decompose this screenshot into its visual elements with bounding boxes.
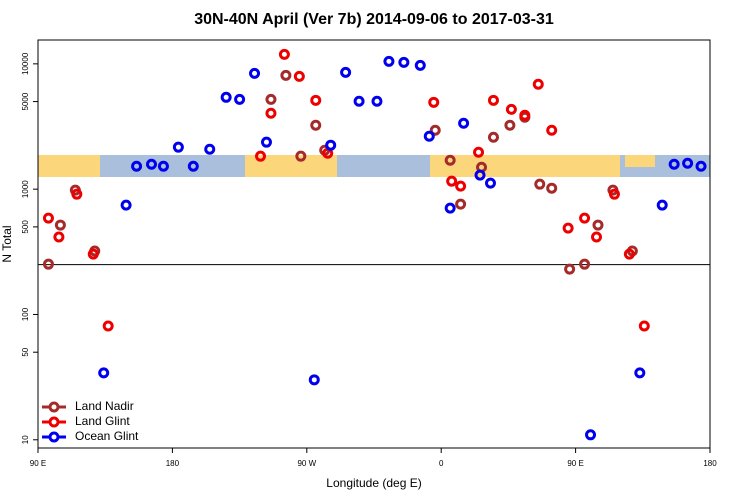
chart-title: 30N-40N April (Ver 7b) 2014-09-06 to 201… xyxy=(194,11,554,28)
x-tick-label: 0 xyxy=(439,459,444,468)
point xyxy=(579,212,591,224)
legend-marker xyxy=(48,416,60,428)
point xyxy=(634,367,646,379)
point xyxy=(42,212,54,224)
point xyxy=(53,231,65,243)
point xyxy=(145,158,157,170)
y-tick-label: 100 xyxy=(21,307,30,321)
point xyxy=(444,202,456,214)
point xyxy=(564,263,576,275)
point xyxy=(295,150,307,162)
point xyxy=(131,160,143,172)
y-tick-label: 50 xyxy=(21,347,30,356)
point xyxy=(308,374,320,386)
point xyxy=(42,258,54,270)
legend-marker xyxy=(48,401,60,413)
legend-label: Land Glint xyxy=(75,414,130,428)
point xyxy=(353,95,365,107)
point xyxy=(484,177,496,189)
point xyxy=(591,231,603,243)
point xyxy=(87,248,99,260)
x-axis-label: Longitude (deg E) xyxy=(326,476,421,490)
point xyxy=(157,160,169,172)
legend-marker xyxy=(48,431,60,443)
point xyxy=(429,124,441,136)
point xyxy=(54,219,66,231)
point xyxy=(455,180,467,192)
legend-label: Ocean Glint xyxy=(75,429,139,443)
map-strip xyxy=(38,155,710,177)
x-tick-label: 90 E xyxy=(30,459,46,468)
point xyxy=(325,139,337,151)
point xyxy=(638,320,650,332)
point xyxy=(293,70,305,82)
point xyxy=(71,188,83,200)
point xyxy=(220,91,232,103)
point xyxy=(414,59,426,71)
point xyxy=(592,219,604,231)
point xyxy=(310,94,322,106)
point xyxy=(585,429,597,441)
point xyxy=(473,146,485,158)
point xyxy=(608,188,620,200)
point xyxy=(519,109,531,121)
y-tick-label: 1000 xyxy=(21,180,30,198)
point xyxy=(682,157,694,169)
point xyxy=(656,199,668,211)
point xyxy=(428,96,440,108)
point xyxy=(187,160,199,172)
y-tick-label: 10 xyxy=(21,435,30,444)
x-tick-label: 180 xyxy=(166,459,180,468)
point xyxy=(278,48,290,60)
point xyxy=(249,67,261,79)
x-tick-label: 90 W xyxy=(297,459,316,468)
point xyxy=(668,158,680,170)
point xyxy=(204,143,216,155)
point xyxy=(255,150,267,162)
point xyxy=(260,136,272,148)
plot-frame xyxy=(37,39,711,449)
point xyxy=(505,103,517,115)
x-tick-label: 180 xyxy=(703,459,717,468)
point xyxy=(310,119,322,131)
point xyxy=(340,66,352,78)
legend-label: Land Nadir xyxy=(75,399,134,413)
point xyxy=(120,199,132,211)
point xyxy=(562,222,574,234)
point xyxy=(446,175,458,187)
point xyxy=(546,182,558,194)
y-tick-label: 10000 xyxy=(21,52,30,75)
point xyxy=(534,178,546,190)
point xyxy=(579,258,591,270)
point xyxy=(444,154,456,166)
point xyxy=(546,124,558,136)
point xyxy=(265,107,277,119)
y-axis-label: N Total xyxy=(0,225,14,262)
point xyxy=(172,141,184,153)
point xyxy=(102,320,114,332)
x-tick-label: 90 E xyxy=(567,459,583,468)
point xyxy=(474,169,486,181)
point xyxy=(265,93,277,105)
point xyxy=(695,160,707,172)
y-tick-label: 5000 xyxy=(21,92,30,110)
point xyxy=(455,198,467,210)
point xyxy=(487,131,499,143)
point xyxy=(98,367,110,379)
point xyxy=(623,248,635,260)
point xyxy=(423,130,435,142)
point xyxy=(487,94,499,106)
point xyxy=(458,117,470,129)
point xyxy=(371,95,383,107)
point xyxy=(398,56,410,68)
point xyxy=(532,78,544,90)
point xyxy=(504,119,516,131)
point xyxy=(234,93,246,105)
point xyxy=(280,69,292,81)
point xyxy=(383,55,395,67)
y-tick-label: 500 xyxy=(21,220,30,234)
